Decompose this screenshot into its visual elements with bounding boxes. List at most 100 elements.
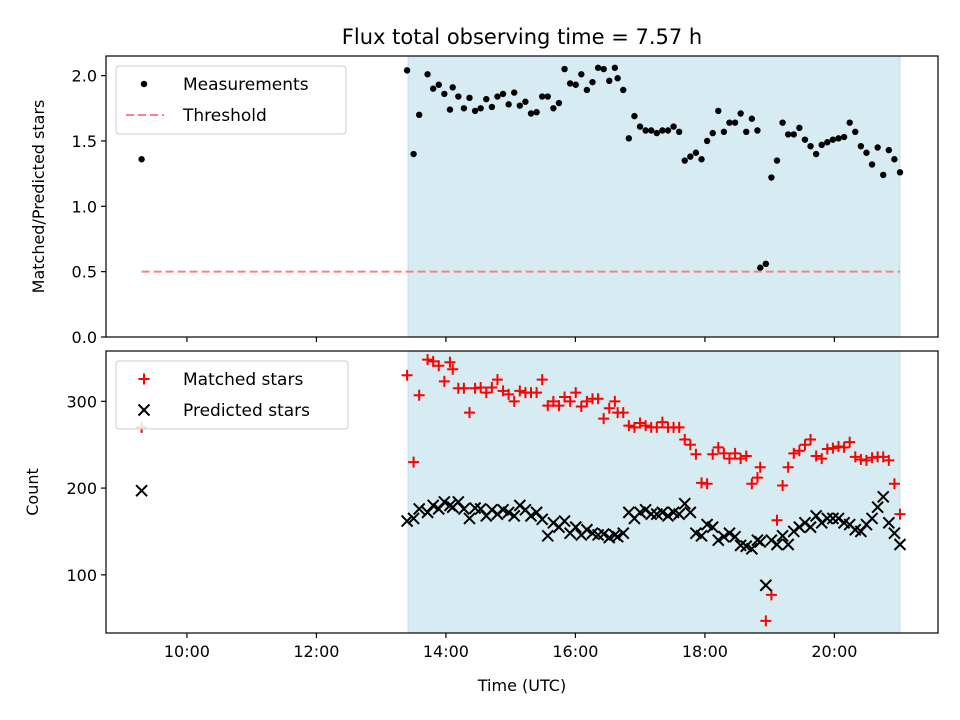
- chart-title: Flux total observing time = 7.57 h: [342, 25, 702, 49]
- data-point: [497, 385, 509, 397]
- data-point: [533, 109, 540, 116]
- data-point: [620, 86, 627, 94]
- data-point: [600, 65, 607, 73]
- data-point: [681, 157, 688, 164]
- data-point: [583, 86, 591, 94]
- data-point: [754, 535, 767, 549]
- data-point: [514, 385, 526, 397]
- y-tick-label: 1.5: [72, 132, 97, 151]
- data-point: [460, 105, 468, 112]
- data-point: [844, 436, 856, 448]
- data-point: [771, 514, 783, 526]
- data-point: [703, 137, 711, 145]
- data-point: [782, 461, 794, 473]
- data-point: [835, 135, 842, 142]
- data-point: [807, 142, 814, 150]
- data-point: [801, 136, 809, 143]
- data-point: [455, 93, 462, 100]
- data-point: [412, 502, 426, 516]
- data-point: [880, 171, 887, 179]
- data-point: [138, 156, 145, 163]
- data-point: [679, 434, 691, 446]
- data-point: [413, 389, 425, 401]
- data-point: [888, 527, 901, 540]
- data-point: [609, 395, 621, 407]
- data-point: [466, 94, 473, 102]
- data-point: [865, 512, 879, 525]
- data-point: [415, 111, 423, 119]
- data-point: [564, 395, 576, 407]
- data-point: [826, 512, 840, 525]
- data-point: [569, 520, 582, 534]
- data-point: [852, 128, 859, 136]
- data-point: [788, 447, 800, 459]
- data-point: [505, 101, 512, 108]
- data-point: [762, 260, 770, 268]
- data-point: [475, 381, 487, 393]
- data-point: [544, 93, 551, 100]
- data-point: [538, 93, 546, 100]
- data-point: [760, 615, 772, 627]
- data-point: [550, 105, 557, 112]
- data-point: [757, 264, 764, 271]
- data-point: [709, 129, 716, 137]
- series-predicted-stars: [135, 484, 907, 592]
- data-point: [511, 89, 518, 96]
- data-point: [597, 527, 610, 541]
- data-point: [535, 513, 549, 526]
- data-point: [491, 374, 503, 386]
- data-point: [488, 103, 496, 111]
- data-point: [628, 421, 640, 433]
- data-point: [611, 64, 619, 71]
- data-point: [737, 110, 744, 117]
- data-point: [896, 169, 904, 176]
- data-point: [463, 512, 476, 525]
- data-point: [483, 95, 490, 103]
- data-point: [433, 360, 445, 372]
- data-point: [581, 395, 593, 407]
- data-point: [690, 448, 702, 460]
- data-point: [631, 112, 638, 120]
- data-point: [614, 75, 621, 82]
- series-matched-stars: [136, 354, 906, 627]
- data-point: [541, 529, 554, 543]
- data-point: [611, 530, 624, 543]
- data-point: [728, 530, 742, 543]
- data-point: [444, 356, 456, 368]
- x-tick-label: 12:00: [293, 642, 339, 661]
- data-point: [751, 472, 763, 484]
- data-point: [659, 127, 666, 134]
- data-point: [457, 502, 471, 516]
- data-point: [617, 407, 629, 419]
- data-point: [426, 499, 440, 512]
- data-point: [765, 589, 777, 601]
- legend: Matched stars Predicted stars: [115, 360, 349, 430]
- data-point: [594, 64, 602, 71]
- data-point: [846, 119, 853, 126]
- data-point: [793, 445, 805, 457]
- data-point: [810, 450, 822, 462]
- data-point: [812, 150, 820, 158]
- legend-box: [115, 65, 347, 135]
- data-point: [670, 123, 677, 130]
- data-point: [555, 99, 563, 107]
- legend-marker-dot: [140, 80, 148, 88]
- data-point: [636, 123, 644, 130]
- data-point: [868, 161, 876, 168]
- y-tick-label: 0.5: [72, 263, 97, 282]
- data-point: [553, 400, 565, 412]
- observing-span: [407, 55, 901, 338]
- legend-label: Predicted stars: [183, 401, 310, 421]
- data-point: [790, 131, 797, 138]
- data-point: [877, 490, 890, 503]
- data-point: [777, 479, 789, 491]
- data-point: [558, 514, 571, 528]
- data-point: [508, 509, 521, 523]
- data-point: [542, 400, 554, 412]
- data-point: [745, 542, 759, 556]
- data-point: [486, 381, 498, 393]
- data-point: [888, 478, 900, 490]
- data-point: [606, 77, 613, 85]
- data-point: [449, 84, 456, 91]
